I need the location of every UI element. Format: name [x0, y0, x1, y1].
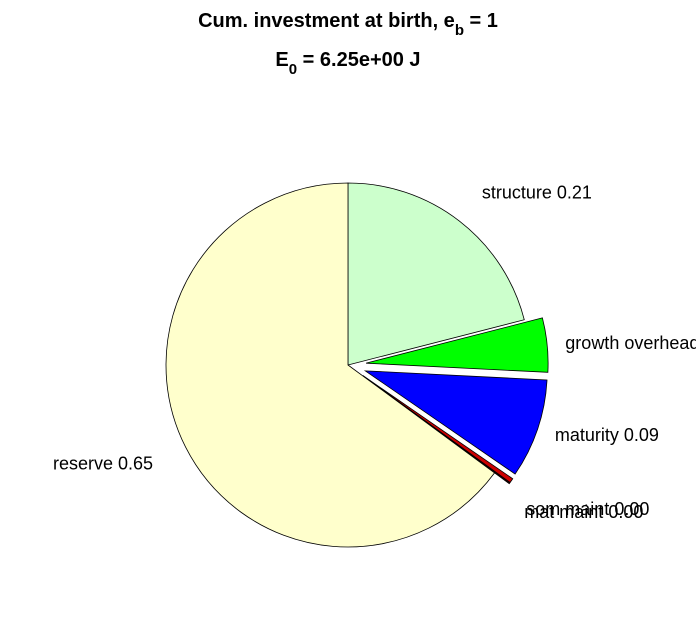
pie-slice [363, 370, 548, 475]
slice-label-name: reserve [53, 454, 113, 474]
subtitle-text: E [275, 49, 288, 71]
title-text: Cum. investment at birth, e [198, 10, 455, 32]
title-text: = 1 [464, 10, 498, 32]
slice-label-value: 0.65 [118, 454, 153, 474]
slice-label-value: 0.00 [614, 499, 649, 519]
slice-label: mat maint 0.00 [524, 502, 643, 522]
slice-label-value: 0.09 [624, 425, 659, 445]
chart-title: Cum. investment at birth, eb = 1 [198, 10, 498, 39]
subtitle-subscript: 0 [289, 61, 297, 78]
slice-label: structure 0.21 [482, 182, 592, 202]
subtitle-text: = 6.25e+00 J [297, 49, 420, 71]
slice-label-name: maturity [555, 425, 619, 445]
pie-slice [347, 182, 525, 366]
slice-label: som maint 0.00 [526, 499, 649, 519]
slice-label: maturity 0.09 [555, 425, 659, 445]
slice-label-value: 0.21 [557, 182, 592, 202]
slice-label-name: structure [482, 182, 552, 202]
title-subscript: b [455, 22, 464, 39]
slice-label-value: 0.00 [608, 502, 643, 522]
slice-label-name: som maint [526, 499, 609, 519]
slice-label: reserve 0.65 [53, 454, 153, 474]
slice-label-name: mat maint [524, 502, 603, 522]
slice-label: growth overhead0.05 [565, 333, 696, 353]
pie-slice [366, 317, 549, 373]
slice-label-name: growth overhead [565, 333, 696, 353]
chart-subtitle: E0 = 6.25e+00 J [275, 49, 420, 78]
pie-slice [165, 182, 496, 548]
